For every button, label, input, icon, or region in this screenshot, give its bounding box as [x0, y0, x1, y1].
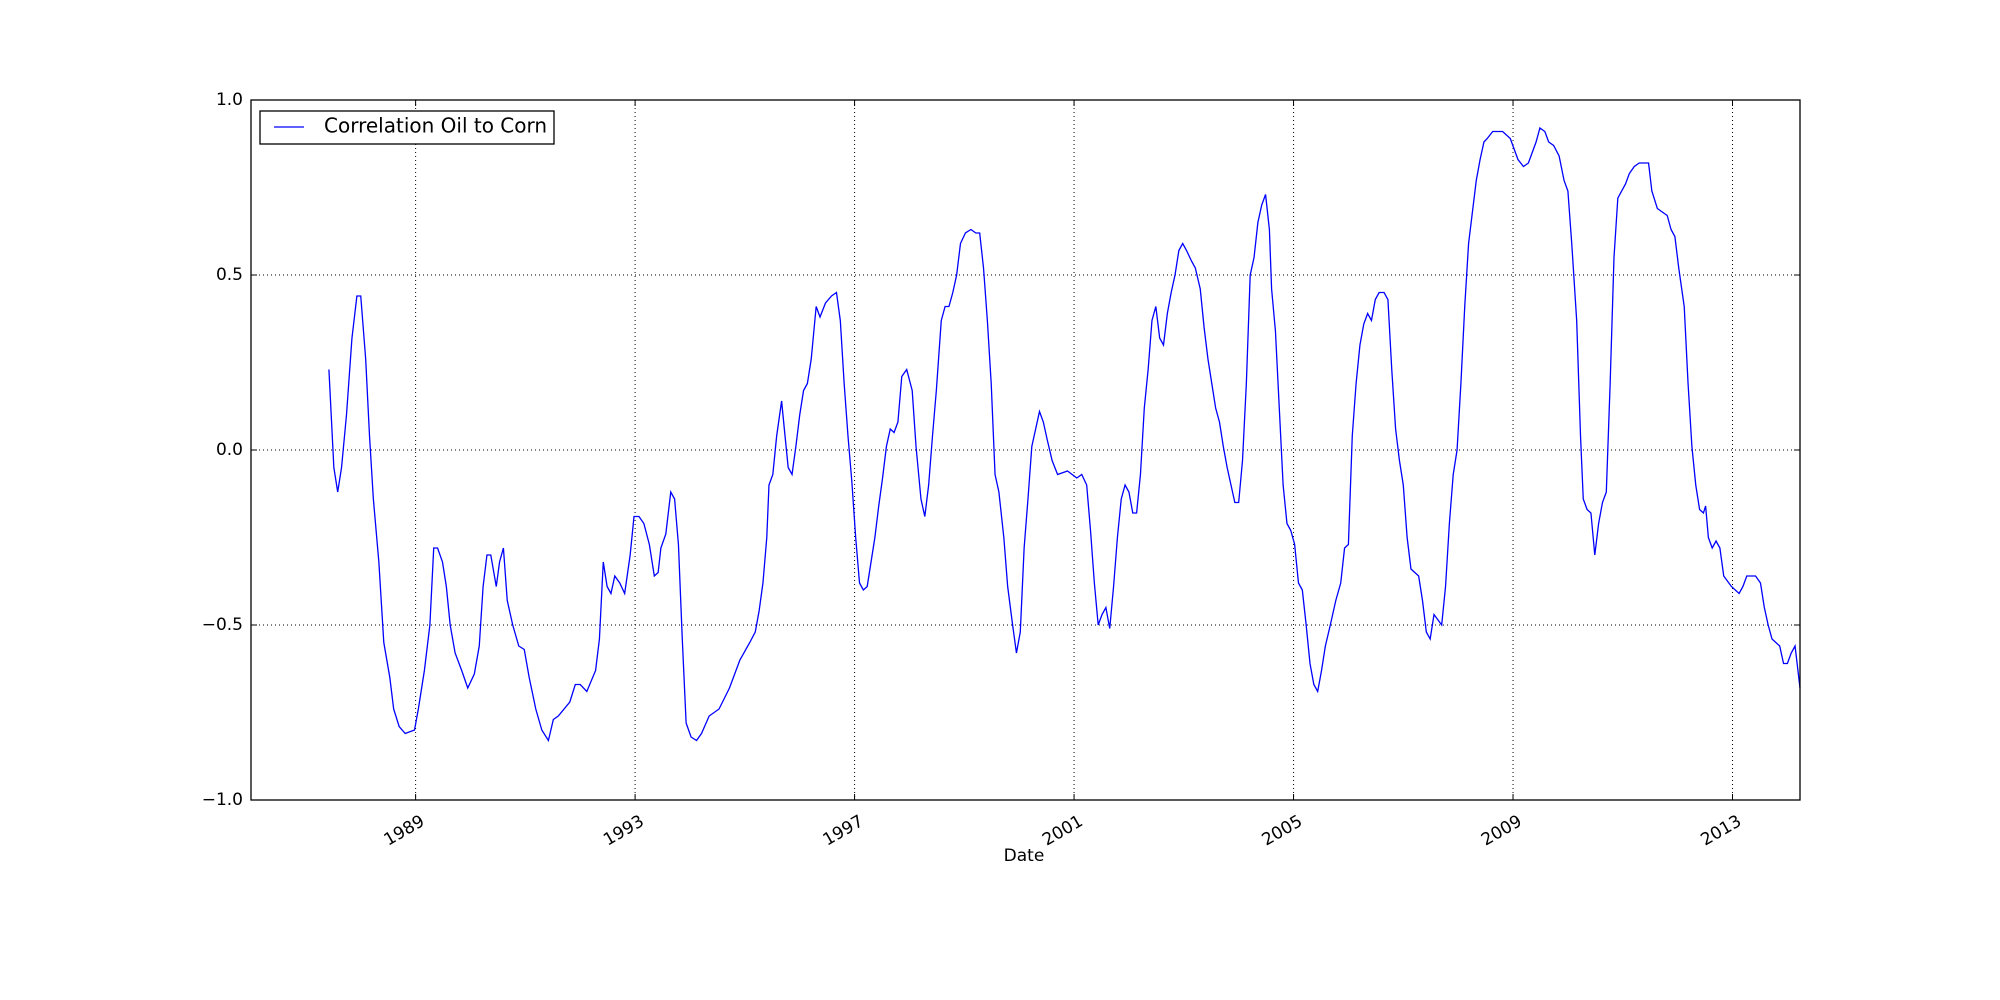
y-tick-label: −1.0 [202, 790, 243, 810]
legend: Correlation Oil to Corn [259, 110, 555, 145]
y-tick-label: 0.5 [216, 265, 243, 285]
y-tick-label: 0.0 [216, 440, 243, 460]
grid [251, 99, 1800, 801]
y-tick-label: 1.0 [216, 90, 243, 110]
legend-box [259, 110, 555, 145]
legend-label: Correlation Oil to Corn [324, 114, 547, 138]
x-axis-label: Date [1004, 846, 1045, 866]
y-tick-label: −0.5 [202, 615, 243, 635]
plot-area [328, 126, 1801, 743]
data-line [328, 126, 1801, 743]
